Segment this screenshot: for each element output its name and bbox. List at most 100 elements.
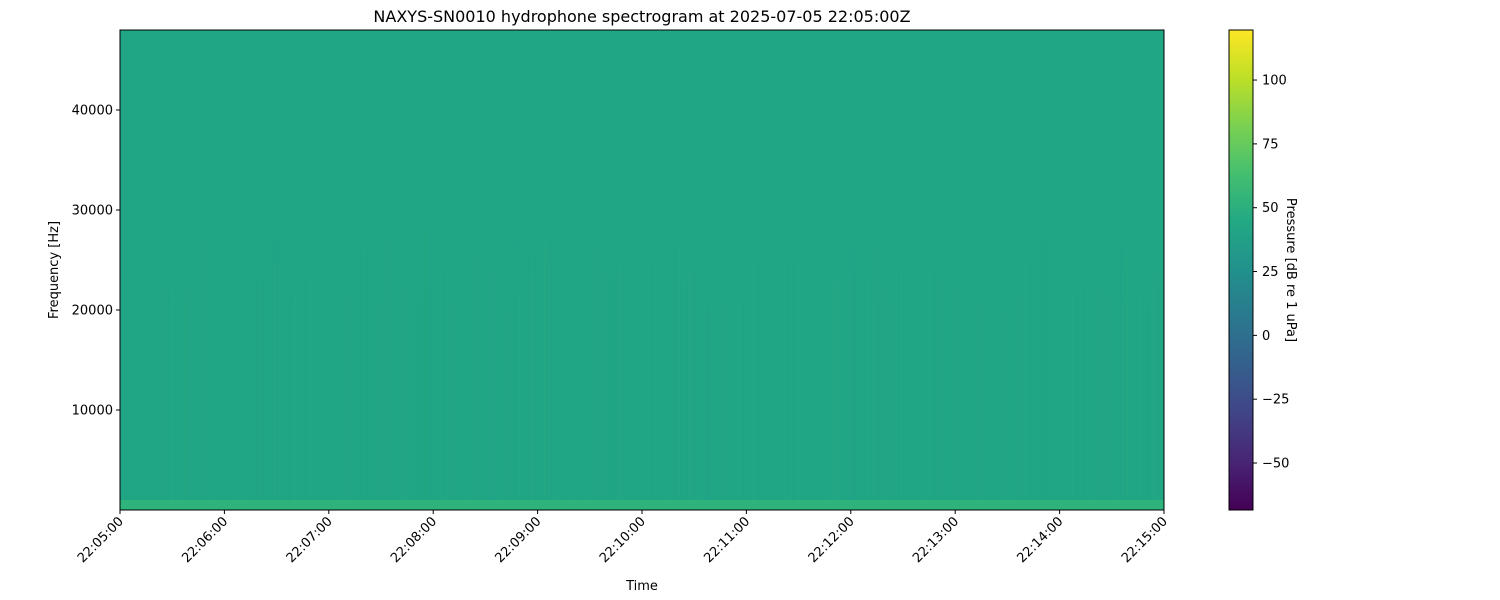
spectrogram-column bbox=[198, 297, 200, 510]
spectrogram-column bbox=[368, 256, 370, 510]
spectrogram-column bbox=[1096, 283, 1098, 510]
spectrogram-column bbox=[582, 295, 584, 510]
colorbar-tick-label: 100 bbox=[1262, 74, 1287, 89]
spectrogram-column bbox=[824, 243, 826, 510]
spectrogram-column bbox=[952, 261, 954, 510]
spectrogram-column bbox=[354, 277, 356, 510]
spectrogram-column bbox=[324, 308, 326, 510]
spectrogram-column bbox=[1028, 241, 1030, 510]
spectrogram-column bbox=[308, 261, 310, 510]
spectrogram-column bbox=[532, 258, 534, 510]
spectrogram-column bbox=[392, 255, 394, 510]
spectrogram-column bbox=[590, 232, 592, 510]
spectrogram-column bbox=[768, 257, 770, 510]
spectrogram-column bbox=[906, 287, 908, 510]
spectrogram-column bbox=[656, 248, 658, 510]
spectrogram-column bbox=[328, 242, 330, 510]
spectrogram-column bbox=[704, 300, 706, 510]
spectrogram-column bbox=[476, 243, 478, 510]
spectrogram-column bbox=[264, 244, 266, 510]
spectrogram-column bbox=[596, 253, 598, 510]
spectrogram-column bbox=[980, 269, 982, 510]
spectrogram-column bbox=[572, 240, 574, 510]
spectrogram-column bbox=[1044, 235, 1046, 510]
spectrogram-column bbox=[278, 261, 280, 510]
spectrogram-column bbox=[272, 232, 274, 510]
spectrogram-column bbox=[836, 273, 838, 510]
spectrogram-column bbox=[662, 251, 664, 510]
spectrogram-column bbox=[848, 296, 850, 510]
spectrogram-column bbox=[1052, 307, 1054, 510]
spectrogram-column bbox=[292, 247, 294, 510]
spectrogram-column bbox=[904, 253, 906, 510]
spectrogram-column bbox=[372, 271, 374, 510]
spectrogram-column bbox=[1088, 236, 1090, 510]
spectrogram-column bbox=[156, 237, 158, 510]
spectrogram-column bbox=[762, 277, 764, 510]
spectrogram-column bbox=[782, 307, 784, 510]
spectrogram-column bbox=[1070, 300, 1072, 510]
spectrogram-column bbox=[284, 248, 286, 510]
spectrogram-column bbox=[236, 303, 238, 510]
spectrogram-column bbox=[452, 257, 454, 510]
spectrogram-column bbox=[786, 305, 788, 510]
spectrogram-column bbox=[444, 256, 446, 510]
spectrogram-column bbox=[500, 282, 502, 510]
spectrogram-column bbox=[1000, 242, 1002, 510]
spectrogram-column bbox=[986, 242, 988, 510]
spectrogram-column bbox=[482, 236, 484, 510]
spectrogram-column bbox=[712, 277, 714, 510]
spectrogram-column bbox=[902, 258, 904, 510]
spectrogram-column bbox=[816, 273, 818, 510]
spectrogram-column bbox=[410, 257, 412, 510]
spectrogram-column bbox=[514, 237, 516, 510]
spectrogram-column bbox=[780, 291, 782, 510]
spectrogram-column bbox=[304, 278, 306, 510]
spectrogram-column bbox=[602, 252, 604, 510]
spectrogram-column bbox=[496, 282, 498, 510]
spectrogram-column bbox=[866, 278, 868, 510]
spectrogram-column bbox=[208, 236, 210, 510]
spectrogram-column bbox=[870, 235, 872, 510]
spectrogram-column bbox=[1108, 269, 1110, 510]
spectrogram-column bbox=[128, 236, 130, 510]
spectrogram-column bbox=[628, 300, 630, 510]
spectrogram-column bbox=[1130, 277, 1132, 510]
spectrogram-column bbox=[1014, 244, 1016, 510]
spectrogram-column bbox=[356, 286, 358, 510]
spectrogram-column bbox=[408, 294, 410, 510]
spectrogram-column bbox=[886, 283, 888, 510]
spectrogram-column bbox=[654, 260, 656, 510]
spectrogram-column bbox=[210, 268, 212, 510]
spectrogram-column bbox=[1038, 232, 1040, 510]
spectrogram-column bbox=[620, 239, 622, 510]
spectrogram-column bbox=[186, 240, 188, 510]
spectrogram-column bbox=[664, 295, 666, 510]
spectrogram-column bbox=[414, 272, 416, 510]
spectrogram-column bbox=[1116, 299, 1118, 510]
spectrogram-column bbox=[588, 305, 590, 510]
spectrogram-column bbox=[920, 294, 922, 510]
spectrogram-column bbox=[950, 242, 952, 510]
spectrogram-column bbox=[586, 269, 588, 510]
spectrogram-column bbox=[1024, 232, 1026, 510]
spectrogram-column bbox=[722, 242, 724, 510]
spectrogram-column bbox=[740, 249, 742, 510]
spectrogram-column bbox=[692, 277, 694, 510]
spectrogram-column bbox=[438, 286, 440, 510]
spectrogram-column bbox=[706, 295, 708, 510]
spectrogram-column bbox=[380, 299, 382, 510]
spectrogram-column bbox=[542, 247, 544, 510]
spectrogram-column bbox=[242, 282, 244, 510]
spectrogram-column bbox=[1104, 292, 1106, 510]
spectrogram-column bbox=[530, 274, 532, 510]
spectrogram-column bbox=[506, 308, 508, 510]
y-tick-label: 40000 bbox=[72, 104, 113, 119]
spectrogram-column bbox=[678, 248, 680, 510]
spectrogram-column bbox=[252, 243, 254, 510]
spectrogram-column bbox=[724, 235, 726, 510]
spectrogram-column bbox=[606, 284, 608, 510]
spectrogram-column bbox=[846, 299, 848, 510]
spectrogram-column bbox=[644, 279, 646, 510]
spectrogram-column bbox=[800, 244, 802, 510]
